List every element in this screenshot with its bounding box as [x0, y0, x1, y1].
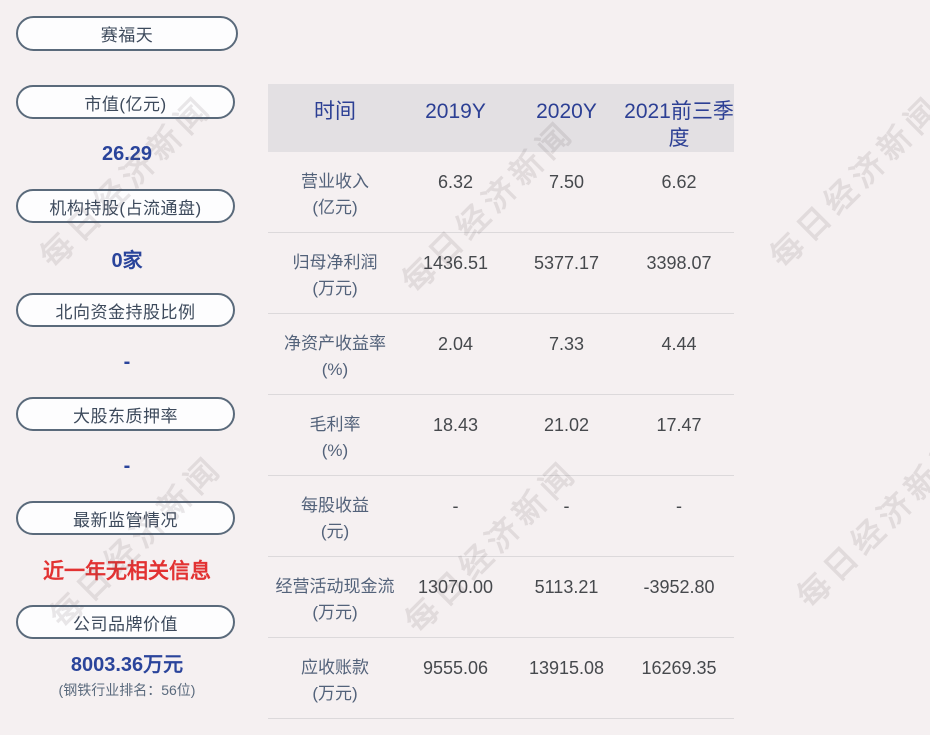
metric-pill-label: 公司品牌价值: [16, 605, 235, 639]
metric-value: 26.29: [16, 119, 238, 189]
table-header-row: 时间 2019Y 2020Y 2021前三季度: [268, 84, 734, 152]
table-row-4: 每股收益 (元) - - -: [268, 476, 734, 557]
sidebar-item-1: 机构持股(占流通盘) 0家: [16, 189, 238, 293]
row-label: 应收账款 (万元): [268, 655, 402, 707]
row-label-unit: (万元): [312, 279, 358, 298]
table-cell: 5377.17: [533, 253, 600, 273]
metric-value: 近一年无相关信息: [16, 535, 238, 605]
table-cell: 6.62: [661, 172, 697, 192]
table-cell: -: [676, 496, 682, 516]
metric-value-text: -: [123, 350, 131, 373]
table-cell: 7.33: [548, 334, 585, 354]
table-cell: 9555.06: [422, 658, 489, 678]
table-header-cell-2: 2020Y: [536, 100, 597, 123]
table-cell: -: [452, 496, 459, 516]
watermark-text: 每日经济新闻: [790, 428, 930, 615]
table-cell: 13070.00: [417, 577, 494, 597]
row-label: 归母净利润 (万元): [268, 250, 402, 302]
table-header-cell-0: 时间: [314, 100, 356, 123]
metric-value-text: -: [123, 454, 131, 477]
row-label-name: 净资产收益率: [284, 334, 386, 353]
sidebar-item-2: 北向资金持股比例 -: [16, 293, 238, 397]
table-cell: 4.44: [661, 334, 697, 354]
row-label-name: 毛利率: [309, 415, 361, 434]
table-cell: 2.04: [437, 334, 474, 354]
row-label-unit: (元): [320, 522, 350, 541]
table-cell: 18.43: [432, 415, 479, 435]
row-label: 净资产收益率 (%): [268, 331, 402, 383]
table-row-1: 归母净利润 (万元) 1436.51 5377.17 3398.07: [268, 233, 734, 314]
row-label-name: 应收账款: [301, 658, 369, 677]
metric-value-text: 0家: [111, 249, 143, 272]
metric-value-text: 26.29: [101, 142, 153, 165]
row-label-name: 营业收入: [301, 172, 369, 191]
table-cell: -3952.80: [643, 577, 715, 597]
sidebar-item-0: 市值(亿元) 26.29: [16, 85, 238, 189]
row-label-name: 每股收益: [301, 496, 369, 515]
row-label: 每股收益 (元): [268, 493, 402, 545]
table-cell: 21.02: [543, 415, 590, 435]
row-label-unit: (%): [321, 360, 349, 379]
table-header-cell-1: 2019Y: [425, 100, 486, 123]
row-label-unit: (万元): [312, 603, 358, 622]
row-label-name: 经营活动现金流: [275, 577, 395, 596]
row-label-name: 归母净利润: [292, 253, 378, 272]
table-body: 营业收入 (亿元) 6.32 7.50 6.62 归母净利润 (万元) 1436.51 5377…: [268, 152, 734, 719]
sidebar: 赛福天 市值(亿元) 26.29 机构持股(占流通盘) 0家 北向资金持股比例 - 大股东质…: [16, 16, 238, 709]
table-cell: 16269.35: [641, 658, 717, 678]
table-cell: 1436.51: [422, 253, 489, 273]
metric-pill-label: 市值(亿元): [16, 85, 235, 119]
metric-pill-label: 大股东质押率: [16, 397, 235, 431]
table-cell: 6.32: [437, 172, 474, 192]
company-name-pill: 赛福天: [16, 16, 238, 51]
table-row-3: 毛利率 (%) 18.43 21.02 17.47: [268, 395, 734, 476]
row-label-unit: (亿元): [312, 198, 358, 217]
metric-pill-label: 北向资金持股比例: [16, 293, 235, 327]
metric-value-text: 8003.36万元: [70, 654, 184, 676]
metric-value: -: [16, 327, 238, 397]
metric-value: 8003.36万元 (钢铁行业排名：56位): [16, 639, 238, 709]
table-row-0: 营业收入 (亿元) 6.32 7.50 6.62: [268, 152, 734, 233]
watermark-text: 每日经济新闻: [763, 88, 930, 275]
table-header-cell-3: 2021前三季度: [624, 100, 734, 150]
table-row-6: 应收账款 (万元) 9555.06 13915.08 16269.35: [268, 638, 734, 719]
row-label: 毛利率 (%): [268, 412, 402, 464]
sidebar-item-5: 公司品牌价值 8003.36万元 (钢铁行业排名：56位): [16, 605, 238, 709]
table-cell: 17.47: [656, 415, 702, 435]
table-cell: 7.50: [548, 172, 585, 192]
table-cell: 13915.08: [528, 658, 605, 678]
metric-value: 0家: [16, 223, 238, 293]
row-label: 经营活动现金流 (万元): [268, 574, 402, 626]
metric-subtext: (钢铁行业排名：56位): [58, 682, 196, 698]
metric-pill-label: 最新监管情况: [16, 501, 235, 535]
table-row-5: 经营活动现金流 (万元) 13070.00 5113.21 -3952.80: [268, 557, 734, 638]
row-label-unit: (万元): [312, 684, 358, 703]
row-label: 营业收入 (亿元): [268, 169, 402, 221]
table-cell: 5113.21: [534, 577, 599, 597]
metric-pill-label: 机构持股(占流通盘): [16, 189, 235, 223]
row-label-unit: (%): [321, 441, 349, 460]
table-row-2: 净资产收益率 (%) 2.04 7.33 4.44: [268, 314, 734, 395]
table-cell: 3398.07: [646, 253, 712, 273]
sidebar-item-3: 大股东质押率 -: [16, 397, 238, 501]
financials-table: 时间 2019Y 2020Y 2021前三季度 营业收入 (亿元) 6.32 7.50 6.6…: [268, 84, 734, 719]
metric-value-text: 近一年无相关信息: [43, 560, 211, 583]
metric-value: -: [16, 431, 238, 501]
table-cell: -: [563, 496, 570, 516]
sidebar-item-4: 最新监管情况近一年无相关信息: [16, 501, 238, 605]
